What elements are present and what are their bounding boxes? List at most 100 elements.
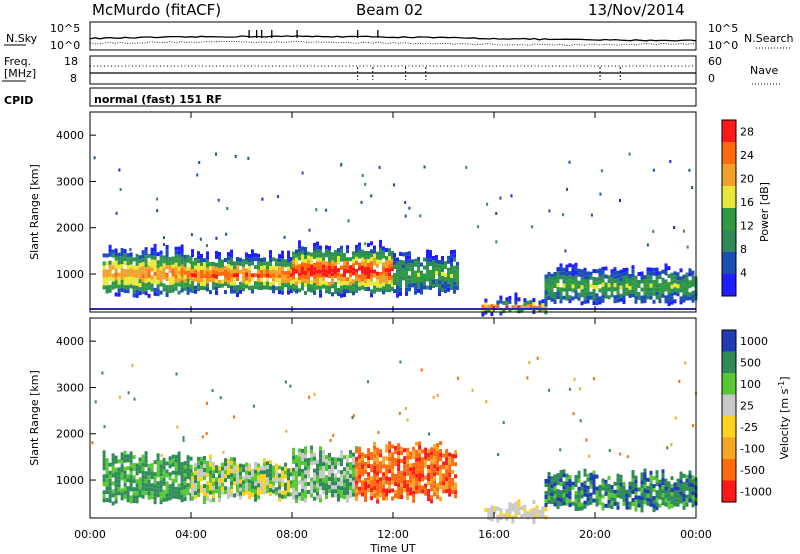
echo-cell [685,272,689,277]
echo-cell [156,457,160,462]
echo-cell [373,453,377,458]
echo-cell [171,256,175,261]
echo-cell [595,474,599,479]
echo-cell [391,456,395,461]
echo-cell [304,498,307,503]
echo-cell [580,502,584,507]
echo-cell [429,282,432,286]
velocity-echo-cells [91,356,698,524]
colorbar-tick-label: -100 [740,442,765,455]
echo-cell [239,289,242,294]
echo-cell [111,273,115,278]
echo-cell [634,487,638,492]
echo-cell [290,277,293,282]
echo-cell [284,271,287,276]
echo-cell [448,456,452,461]
echo-cell [319,486,322,491]
echo-cell [412,446,416,451]
echo-cell [577,490,581,495]
echo-cell [436,447,440,452]
echo-cell [316,277,319,282]
echo-cell [367,488,371,493]
echo-cell [307,457,310,462]
echo-cell [601,494,605,499]
echo-cell [346,249,349,254]
echo-cell [604,290,608,295]
echo-cell [393,253,396,258]
echo-cell [673,279,677,284]
echo-cell [417,268,420,273]
echo-cell [284,279,287,284]
echo-cell [568,283,572,288]
echo-cell [285,429,288,433]
echo-cell [676,482,680,487]
echo-cell [168,488,172,493]
echo-cell [313,456,316,461]
echo-cell [592,486,596,491]
echo-cell [382,488,386,493]
echo-cell [686,245,689,249]
echo-cell [379,271,382,276]
echo-cell [406,459,410,464]
echo-cell [111,457,115,462]
echo-cell [206,481,209,485]
echo-cell [628,286,632,290]
echo-cell [298,256,301,261]
echo-cell [263,273,266,278]
echo-cell [206,255,209,260]
echo-cell [269,254,272,259]
echo-cell [272,265,275,270]
echo-cell [254,489,257,494]
echo-cell [310,445,313,450]
echo-cell [93,156,96,160]
echo-cell [251,488,254,493]
echo-cell [219,396,222,400]
echo-cell [568,475,572,480]
echo-cell [135,253,139,258]
echo-cell [180,284,184,289]
echo-cell [147,293,151,298]
echo-cell [590,213,593,217]
echo-cell [376,499,380,504]
echo-cell [409,475,413,480]
echo-cell [141,270,145,275]
echo-cell [224,470,227,475]
echo-cell [367,460,371,465]
echo-cell [304,446,307,451]
echo-cell [523,512,527,517]
echo-cell [450,270,453,274]
echo-cell [111,453,115,458]
echo-cell [230,493,233,498]
echo-cell [129,499,133,504]
echo-cell [376,463,380,468]
echo-cell [448,472,452,477]
echo-cell [129,459,133,464]
echo-cell [439,449,443,454]
echo-cell [361,261,364,266]
echo-cell [445,461,449,466]
echo-cell [150,495,154,500]
echo-cell [194,479,197,484]
echo-cell [505,512,509,517]
echo-cell [634,279,638,284]
echo-cell [382,274,385,279]
echo-cell [162,457,166,462]
echo-cell [658,483,662,488]
echo-cell [601,266,605,271]
echo-cell [171,490,175,495]
echo-cell [385,476,389,481]
echo-cell [209,278,212,283]
echo-cell [637,284,641,288]
echo-cell [221,478,224,483]
echo-cell [203,270,206,275]
echo-cell [580,494,584,499]
echo-cell [373,289,376,294]
echo-cell [438,264,441,269]
echo-cell [427,457,431,462]
echo-cell [236,293,239,297]
echo-cell [397,487,401,492]
colorbar-swatch [722,142,736,164]
echo-cell [610,493,614,498]
echo-cell [568,503,572,508]
echo-cell [661,497,665,502]
